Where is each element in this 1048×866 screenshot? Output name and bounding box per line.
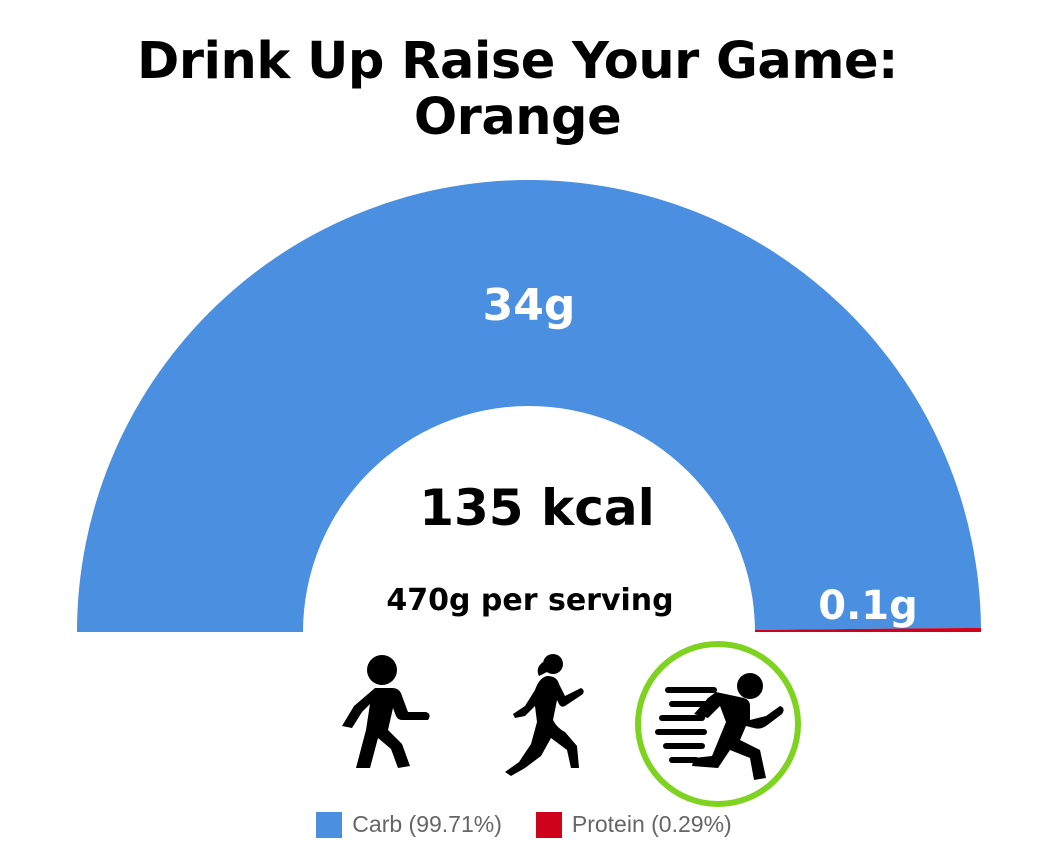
- legend-label-carb: Carb (99.71%): [352, 811, 502, 837]
- legend-label-protein: Protein (0.29%): [571, 811, 732, 837]
- chart-title-line-2: Orange: [413, 88, 622, 147]
- chart-title: Drink Up Raise Your Game: Orange: [0, 34, 1035, 146]
- legend-swatch-protein: [535, 811, 562, 838]
- legend-item-carb[interactable]: Carb (99.71%): [316, 811, 502, 838]
- legend-swatch-carb: [316, 811, 343, 838]
- slice-label-protein: 0.1g: [818, 583, 918, 629]
- legend-item-protein[interactable]: Protein (0.29%): [535, 811, 732, 838]
- slice-carb[interactable]: [77, 179, 981, 632]
- serving-size: 470g per serving: [386, 583, 673, 618]
- chart-legend: Carb (99.71%) Protein (0.29%): [0, 811, 1048, 838]
- total-calories: 135 kcal: [419, 479, 655, 537]
- slice-protein[interactable]: [754, 627, 981, 632]
- slice-label-carb: 34g: [483, 280, 576, 331]
- chart-title-line-1: Drink Up Raise Your Game:: [137, 32, 898, 91]
- chart-slices: [77, 179, 981, 632]
